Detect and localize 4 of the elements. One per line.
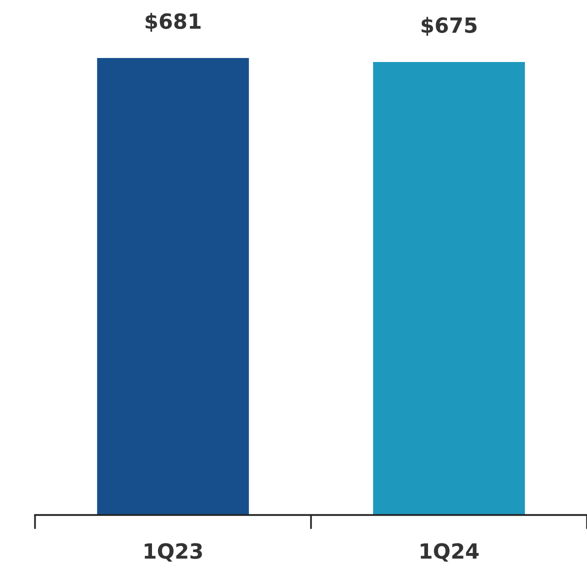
data-label: $675 — [422, 16, 477, 36]
data-label: $681 — [146, 12, 201, 32]
x-tick-label: 1Q24 — [420, 543, 479, 562]
x-tick-label: 1Q23 — [144, 543, 202, 562]
